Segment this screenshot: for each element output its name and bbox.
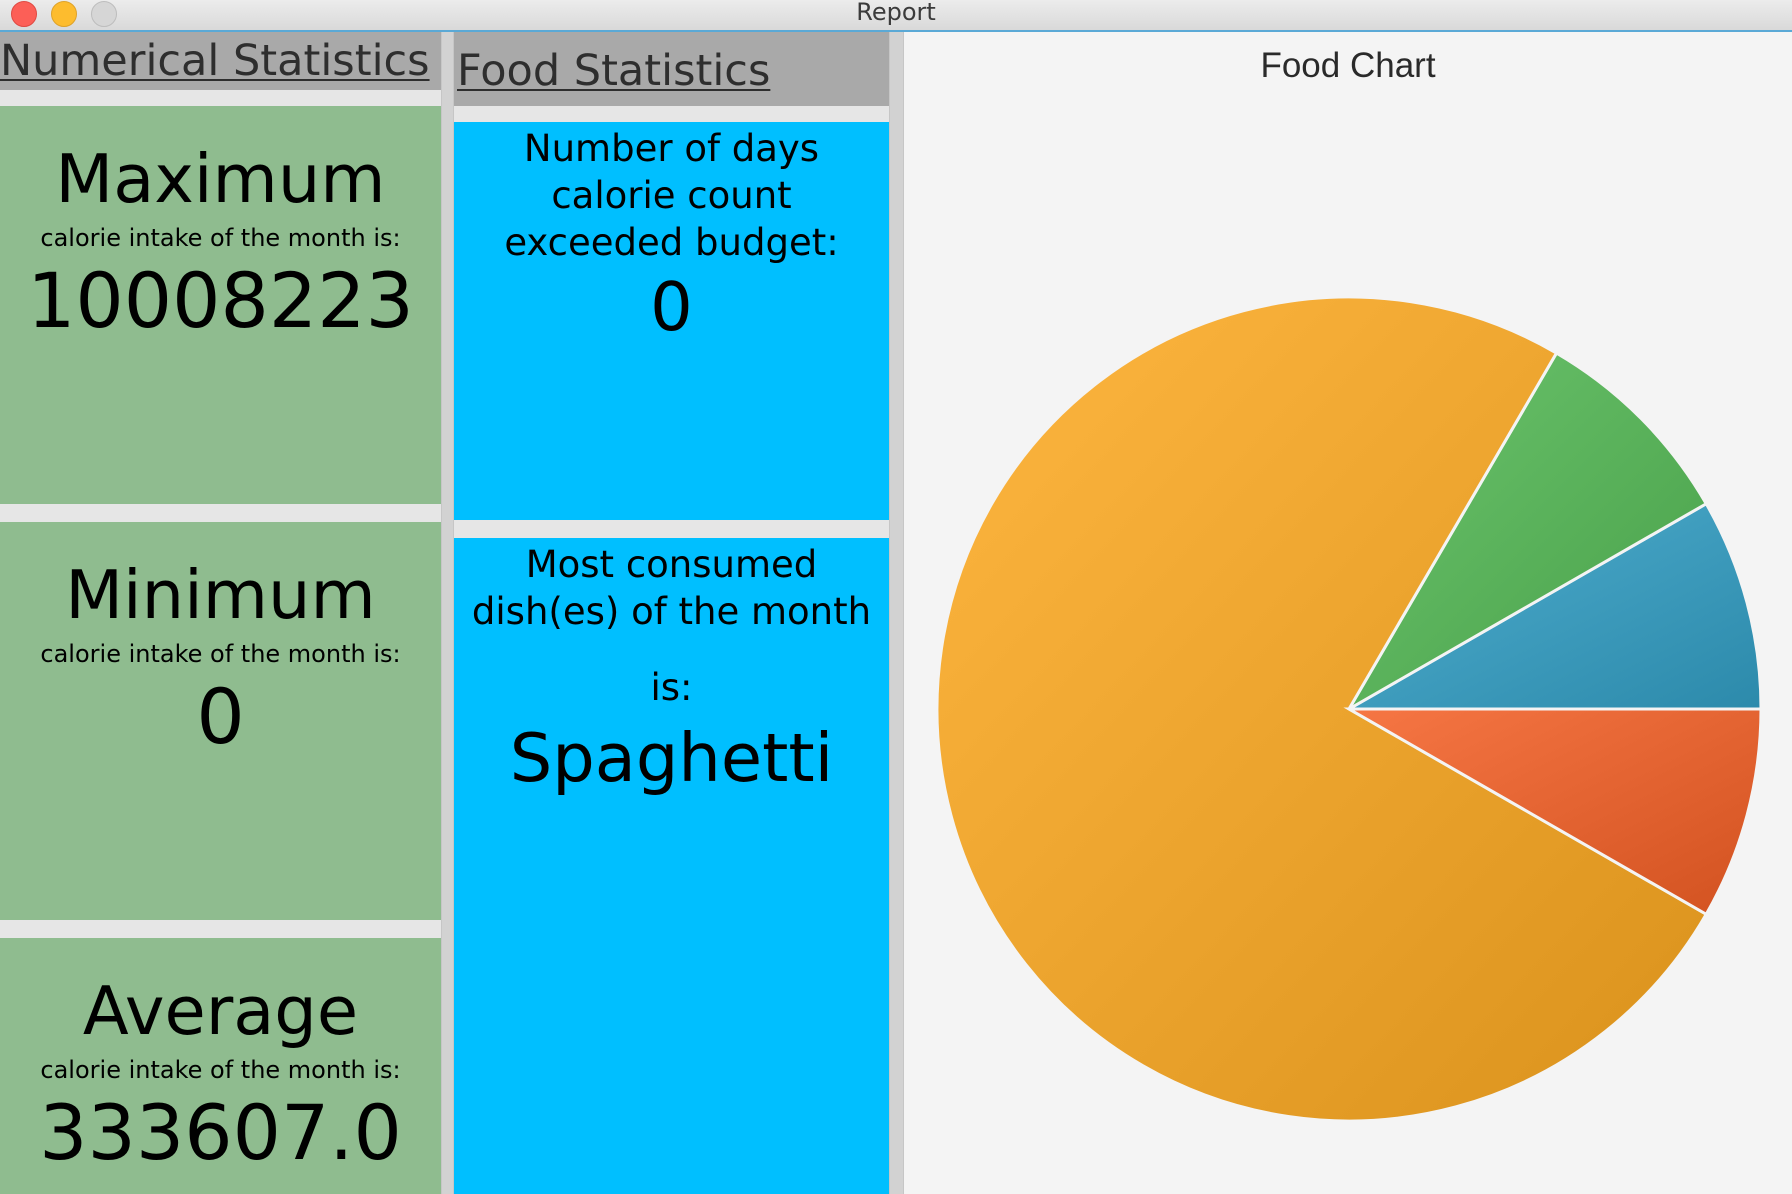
most-consumed-value: Spaghetti	[509, 719, 834, 797]
most-consumed-line-2: dish(es) of the month	[471, 590, 872, 633]
days-exceeded-value: 0	[650, 268, 693, 346]
food-chart-panel: Food Chart	[904, 32, 1792, 1194]
most-consumed-card: Most consumed dish(es) of the month is: …	[454, 538, 889, 1194]
pie-slice-4	[1343, 707, 1763, 917]
zoom-window-button[interactable]	[91, 1, 117, 27]
maximum-card: Maximum calorie intake of the month is: …	[0, 106, 441, 504]
days-exceeded-line-3: exceeded budget:	[504, 221, 839, 264]
average-card: Average calorie intake of the month is: …	[0, 938, 441, 1194]
food-statistics-panel: Food Statistics Number of days calorie c…	[454, 32, 889, 1194]
close-window-button[interactable]	[11, 1, 37, 27]
numerical-statistics-title: Numerical Statistics	[0, 36, 430, 86]
most-consumed-line-3: is:	[650, 666, 693, 709]
numerical-statistics-header: Numerical Statistics	[0, 32, 441, 90]
numerical-statistics-panel: Numerical Statistics Maximum calorie int…	[0, 32, 441, 1194]
chart-title: Food Chart	[1260, 46, 1436, 85]
minimum-card: Minimum calorie intake of the month is: …	[0, 522, 441, 920]
pie-slice-3	[935, 295, 1709, 1123]
average-value: 333607.0	[39, 1088, 402, 1177]
days-exceeded-line-1: Number of days	[523, 127, 820, 170]
food-statistics-header: Food Statistics	[454, 32, 889, 106]
food-pie-chart	[935, 295, 1763, 1123]
minimum-subtitle: calorie intake of the month is:	[40, 640, 401, 668]
minimum-value: 0	[196, 672, 245, 761]
maximum-subtitle: calorie intake of the month is:	[40, 224, 401, 252]
days-exceeded-line-2: calorie count	[551, 174, 792, 217]
maximum-value: 10008223	[27, 256, 414, 345]
food-statistics-title: Food Statistics	[457, 46, 771, 96]
minimize-window-button[interactable]	[51, 1, 77, 27]
split-pane-divider[interactable]	[441, 32, 454, 1194]
window-titlebar: Report	[0, 0, 1792, 32]
pie-slice-2	[1344, 351, 1709, 714]
minimum-title: Minimum	[65, 556, 376, 634]
average-title: Average	[82, 972, 359, 1050]
most-consumed-line-1: Most consumed	[525, 543, 818, 586]
split-pane-divider-2[interactable]	[889, 32, 904, 1194]
average-subtitle: calorie intake of the month is:	[40, 1056, 401, 1084]
days-exceeded-card: Number of days calorie count exceeded bu…	[454, 122, 889, 520]
maximum-title: Maximum	[55, 140, 386, 218]
pie-slice-1	[1343, 501, 1763, 711]
window-title: Report	[856, 0, 936, 26]
